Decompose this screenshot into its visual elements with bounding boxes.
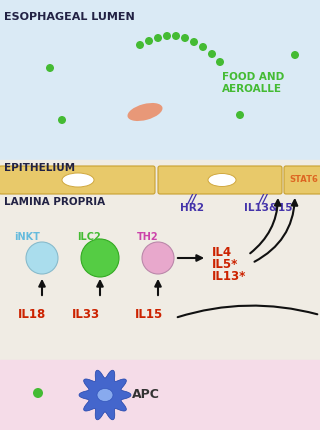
Text: APC: APC: [132, 388, 160, 402]
Text: IL4: IL4: [212, 246, 232, 259]
Text: ILC2: ILC2: [77, 232, 101, 242]
Circle shape: [81, 239, 119, 277]
Text: IL5*: IL5*: [212, 258, 238, 271]
Circle shape: [33, 388, 43, 398]
Text: IL13*: IL13*: [212, 270, 246, 283]
Circle shape: [208, 50, 216, 58]
FancyBboxPatch shape: [284, 166, 320, 194]
Circle shape: [58, 116, 66, 124]
Ellipse shape: [127, 103, 163, 121]
Circle shape: [181, 34, 189, 42]
Circle shape: [291, 51, 299, 59]
Text: IL33: IL33: [72, 308, 100, 321]
Text: STAT6: STAT6: [289, 175, 318, 184]
Text: iNKT: iNKT: [14, 232, 40, 242]
Circle shape: [199, 43, 207, 51]
Circle shape: [236, 111, 244, 119]
Circle shape: [154, 34, 162, 42]
Ellipse shape: [208, 173, 236, 187]
Text: TH2: TH2: [137, 232, 159, 242]
Text: IL18: IL18: [18, 308, 46, 321]
Text: HR2: HR2: [180, 203, 204, 213]
FancyBboxPatch shape: [0, 166, 155, 194]
Circle shape: [172, 32, 180, 40]
Ellipse shape: [97, 388, 113, 402]
Polygon shape: [79, 370, 131, 420]
Circle shape: [190, 38, 198, 46]
Text: EPITHELIUM: EPITHELIUM: [4, 163, 75, 173]
Circle shape: [216, 58, 224, 66]
Circle shape: [145, 37, 153, 45]
Text: //: //: [258, 192, 268, 205]
Text: IL15: IL15: [135, 308, 163, 321]
Text: //: //: [188, 192, 196, 205]
Text: LAMINA PROPRIA: LAMINA PROPRIA: [4, 197, 105, 207]
Circle shape: [142, 242, 174, 274]
Circle shape: [136, 41, 144, 49]
Text: IL13&15: IL13&15: [244, 203, 292, 213]
FancyBboxPatch shape: [158, 166, 282, 194]
Text: ESOPHAGEAL LUMEN: ESOPHAGEAL LUMEN: [4, 12, 135, 22]
Text: FOOD AND
AEROALLE: FOOD AND AEROALLE: [222, 72, 284, 95]
Circle shape: [46, 64, 54, 72]
Ellipse shape: [62, 173, 94, 187]
Circle shape: [163, 32, 171, 40]
Circle shape: [26, 242, 58, 274]
